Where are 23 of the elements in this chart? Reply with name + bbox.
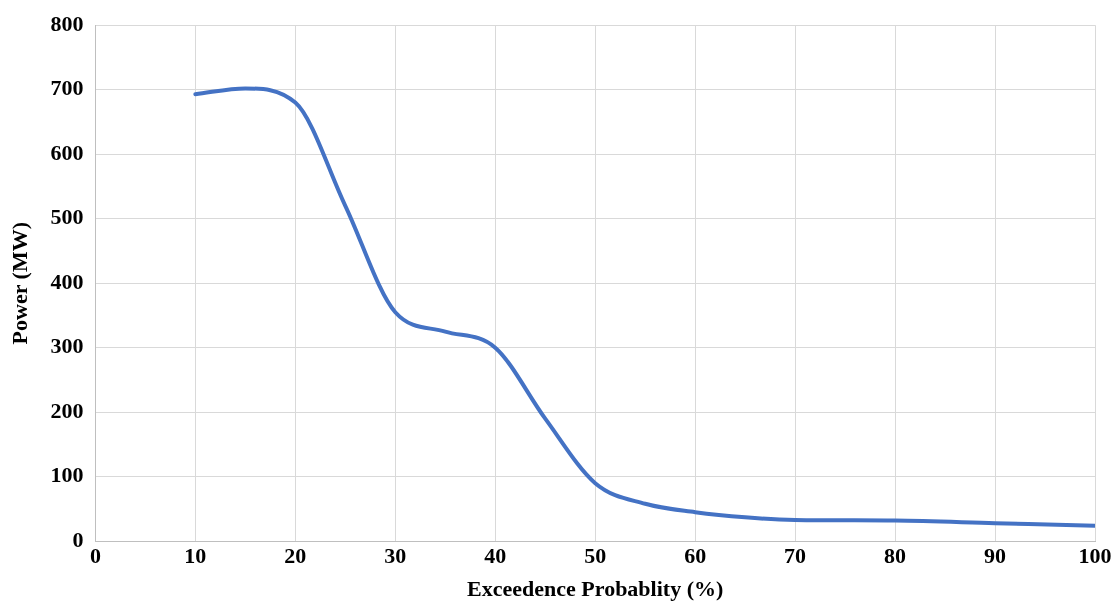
y-tick-label: 500 xyxy=(50,204,84,230)
y-tick-label: 300 xyxy=(50,333,84,359)
y-tick-label: 100 xyxy=(50,462,84,488)
y-tick-label: 600 xyxy=(50,139,84,165)
y-tick-label: 400 xyxy=(50,268,84,294)
y-tick-label: 800 xyxy=(50,10,84,36)
y-tick-label: 0 xyxy=(72,526,84,552)
y-axis-title: Power (MW) xyxy=(6,222,32,345)
x-tick-label: 40 xyxy=(484,543,507,569)
y-tick-label: 700 xyxy=(50,75,84,101)
x-tick-label: 0 xyxy=(89,543,101,569)
x-tick-label: 50 xyxy=(584,543,607,569)
x-tick-label: 80 xyxy=(884,543,907,569)
x-tick-label: 10 xyxy=(184,543,207,569)
x-tick-label: 100 xyxy=(1078,543,1112,569)
x-tick-label: 70 xyxy=(784,543,807,569)
line-series xyxy=(193,86,1095,528)
x-tick-label: 60 xyxy=(684,543,707,569)
x-tick-label: 20 xyxy=(284,543,307,569)
x-tick-label: 30 xyxy=(384,543,407,569)
y-tick-label: 200 xyxy=(50,397,84,423)
x-axis-title: Exceedence Probablity (%) xyxy=(467,576,724,602)
x-tick-label: 90 xyxy=(984,543,1007,569)
